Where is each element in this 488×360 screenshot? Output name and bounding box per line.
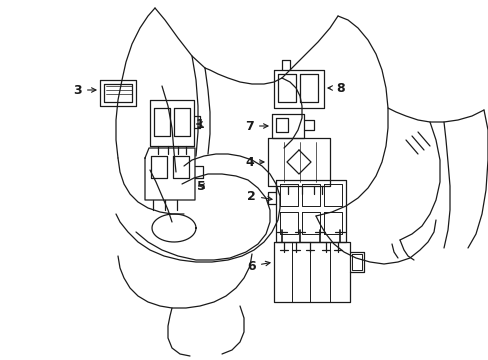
Text: 4: 4 <box>245 156 264 168</box>
Text: 7: 7 <box>245 120 267 132</box>
Text: 3: 3 <box>73 84 96 96</box>
Text: 1: 1 <box>195 117 203 130</box>
Text: 8: 8 <box>327 81 344 94</box>
Text: 5: 5 <box>197 180 205 193</box>
Text: 2: 2 <box>247 189 271 202</box>
Text: 6: 6 <box>247 260 269 273</box>
